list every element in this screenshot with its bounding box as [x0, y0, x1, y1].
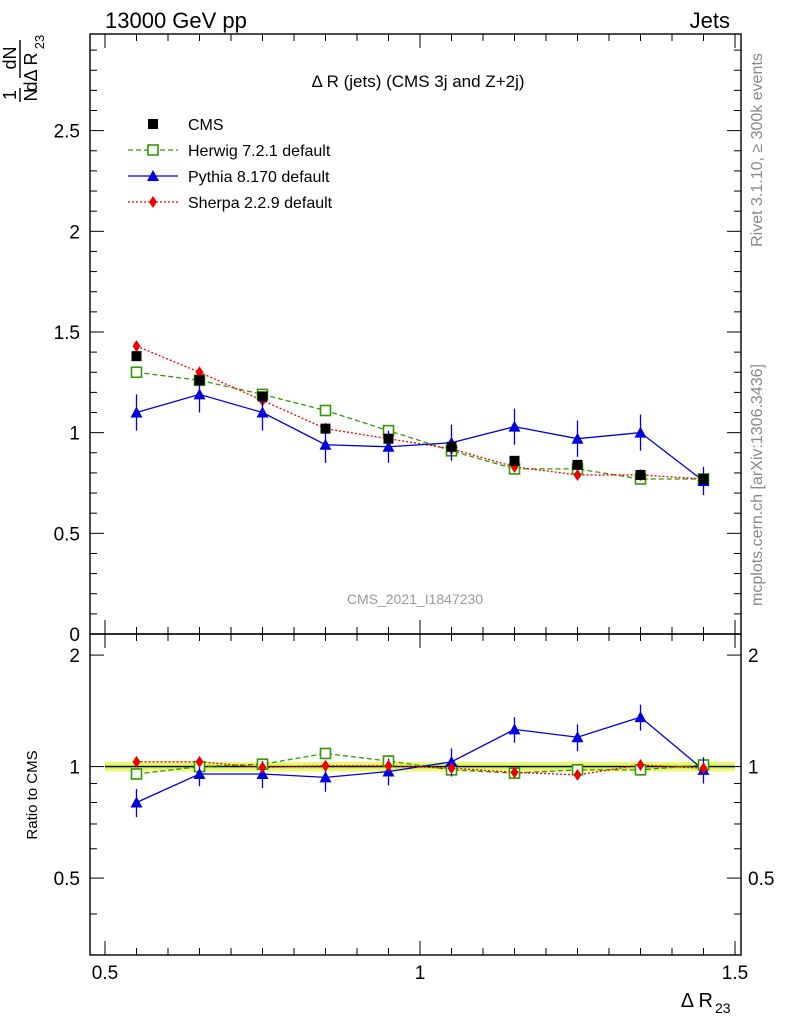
x-tick-label: 1 [415, 963, 426, 984]
ratio-pythia-point [319, 771, 332, 783]
ratio-pythia-point [508, 723, 521, 735]
ylabel-deriv-num: dN [0, 46, 20, 69]
ratio-sherpa-point [258, 761, 267, 774]
cms-point [131, 351, 142, 362]
legend-entry-sherpa: Sherpa 2.2.9 default [128, 195, 333, 212]
legend-cms-label: CMS [188, 117, 224, 134]
pythia-point [571, 432, 584, 444]
x-tick-label: 0.5 [92, 963, 118, 984]
legend-entry-pythia: Pythia 8.170 default [128, 169, 330, 186]
ratio-y-axis-label: Ratio to CMS [24, 750, 41, 839]
pythia-point [130, 406, 143, 418]
ratio-pythia-point [130, 796, 143, 808]
sherpa-point [195, 366, 204, 379]
x-axis-label-sub: 23 [715, 1000, 731, 1016]
ylabel-frac-num: 1 [0, 90, 20, 100]
legend-pythia-label: Pythia 8.170 default [188, 169, 330, 186]
pythia-point [508, 420, 521, 432]
ratio-sherpa-point [195, 755, 204, 768]
ratio-y-tick-label-left: 2 [69, 646, 80, 667]
ratio-sherpa-point [636, 758, 645, 771]
ratio-sherpa-point [699, 762, 708, 775]
rivet-label: Rivet 3.1.10, ≥ 300k events [749, 53, 766, 247]
pythia-line [136, 393, 704, 482]
ratio-pythia-point [571, 731, 584, 743]
chart-title: Δ R (jets) (CMS 3j and Z+2j) [311, 72, 524, 91]
ratio-pythia-point [634, 711, 647, 723]
herwig-line [136, 371, 704, 480]
ylabel-sub: 23 [32, 35, 47, 49]
main-y-axis-label: 1 N dN dΔ R 23 [0, 35, 47, 102]
sherpa-point [573, 468, 582, 481]
source-label: mcplots.cern.ch [arXiv:1306.3436] [749, 364, 766, 606]
x-tick-label: 1.5 [722, 963, 748, 984]
legend-herwig-label: Herwig 7.2.1 default [188, 143, 331, 160]
herwig-point [130, 366, 143, 379]
y-tick-label: 1.5 [54, 323, 80, 344]
pythia-point [256, 406, 269, 418]
sherpa-point [132, 340, 141, 353]
ratio-frame [89, 633, 742, 956]
ratio-y-tick-label-left: 0.5 [54, 869, 80, 890]
cms-point [194, 375, 205, 386]
cms-point [635, 469, 646, 480]
legend-pythia-marker [147, 170, 159, 181]
ratio-pythia-point [193, 767, 206, 779]
y-tick-label: 2.5 [54, 122, 80, 143]
ratio-sherpa-point [321, 759, 330, 772]
legend-herwig-marker [147, 144, 159, 156]
y-tick-label: 2 [69, 222, 80, 243]
ratio-y-tick-label-left: 1 [69, 758, 80, 779]
cms-point [572, 459, 583, 470]
ratio-herwig-point [130, 768, 143, 780]
cms-point [383, 433, 394, 444]
ratio-herwig-point [319, 747, 332, 760]
ratio-y-tick-label-right: 0.5 [748, 869, 774, 890]
legend-entry-herwig: Herwig 7.2.1 default [128, 143, 331, 160]
pythia-point [634, 426, 647, 438]
ratio-pythia-point [256, 767, 269, 779]
ratio-sherpa-point [447, 762, 456, 775]
ylabel-frac-den: N [21, 89, 41, 102]
legend-cms-marker [148, 119, 158, 129]
y-tick-label: 0 [69, 625, 80, 646]
sherpa-line [136, 345, 704, 480]
pythia-point [382, 440, 395, 452]
ratio-sherpa-point [573, 768, 582, 781]
energy-label: 13000 GeV pp [105, 8, 247, 33]
ratio-sherpa-point [132, 755, 141, 768]
cms-point [320, 423, 331, 434]
x-axis-label: Δ R [681, 990, 713, 1012]
ratio-sherpa-line [136, 761, 704, 776]
y-tick-label: 0.5 [54, 524, 80, 545]
analysis-watermark: CMS_2021_I1847230 [347, 591, 483, 607]
ratio-pythia-point [445, 755, 458, 767]
legend-entry-cms: CMS [148, 117, 224, 134]
cms-point [257, 391, 268, 402]
legend-sherpa-label: Sherpa 2.2.9 default [188, 195, 333, 212]
herwig-point [319, 404, 332, 417]
y-tick-label: 1 [69, 424, 80, 445]
pythia-point [319, 438, 332, 450]
cms-point [446, 441, 457, 452]
cms-point [698, 473, 709, 484]
ratio-sherpa-point [510, 766, 519, 779]
category-label: Jets [690, 8, 730, 33]
ratio-pythia-line [136, 716, 704, 804]
cms-point [509, 455, 520, 466]
ratio-y-tick-label-right: 2 [748, 646, 759, 667]
pythia-point [193, 388, 206, 400]
ratio-sherpa-point [384, 759, 393, 772]
ratio-y-tick-label-right: 1 [748, 758, 759, 779]
legend-sherpa-marker [149, 196, 157, 208]
ylabel-deriv-den: dΔ R [21, 52, 41, 91]
